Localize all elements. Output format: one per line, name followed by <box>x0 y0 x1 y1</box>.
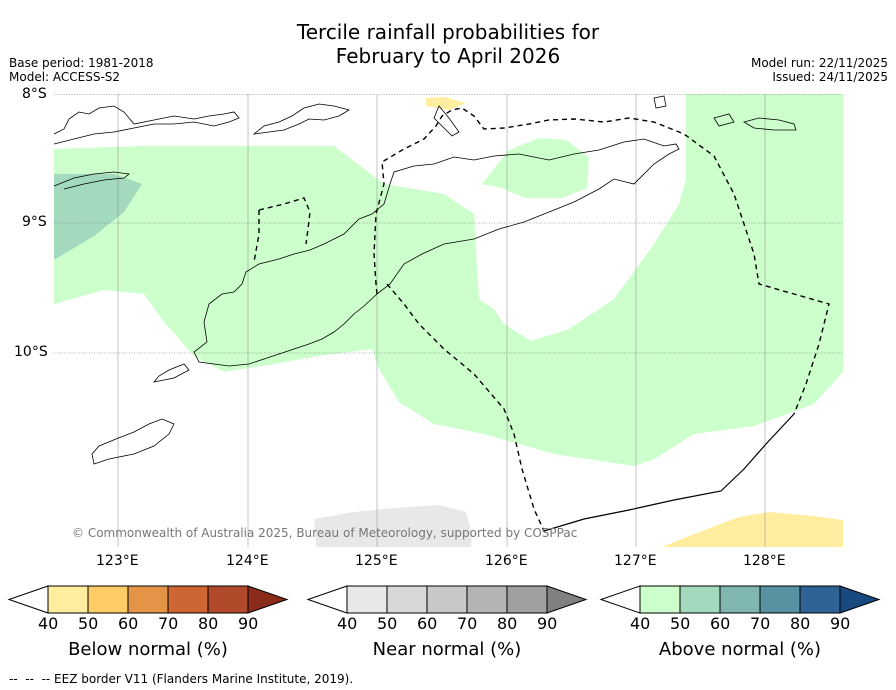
lon-label-124e: 124°E <box>226 553 269 569</box>
eez-border-oecusse <box>253 197 311 263</box>
below-tick-40: 40 <box>38 614 59 633</box>
above-swatch-50-60 <box>679 585 721 614</box>
above-normal-region-main <box>54 94 843 466</box>
near-swatch-60-70 <box>426 585 468 614</box>
coastline-alor <box>53 105 240 145</box>
below-tick-60: 60 <box>118 614 139 633</box>
above-swatch-lt40 <box>599 585 641 614</box>
colorbar-near-normal <box>306 585 588 614</box>
coastlines <box>53 95 797 465</box>
coastline-leti <box>653 95 667 109</box>
probability-map: © Commonwealth of Australia 2025, Bureau… <box>53 94 843 547</box>
lat-label-8s: 8°S <box>22 86 47 102</box>
model-run: Model run: 22/11/2025 <box>750 56 888 70</box>
below-tick-80: 80 <box>198 614 219 633</box>
base-period: Base period: 1981-2018 <box>9 56 154 70</box>
lon-label-125e: 125°E <box>355 553 398 569</box>
longitude-gridlines <box>117 94 766 547</box>
near-tick-50: 50 <box>377 614 398 633</box>
above-tick-80: 80 <box>790 614 811 633</box>
lon-label-128e: 128°E <box>743 553 786 569</box>
above-tick-90: 90 <box>830 614 851 633</box>
above-swatch-70-80 <box>759 585 801 614</box>
above-normal-region-north <box>482 138 589 198</box>
above-tick-70: 70 <box>750 614 771 633</box>
below-swatch-60-70 <box>127 585 169 614</box>
near-normal-region <box>314 505 472 547</box>
below-tick-90: 90 <box>238 614 259 633</box>
eez-legend-note: -- -- -- EEZ border V11 (Flanders Marine… <box>9 672 354 686</box>
title-line-2: February to April 2026 <box>335 44 561 68</box>
near-swatch-70-80 <box>466 585 508 614</box>
below-normal-region-south <box>662 512 843 547</box>
lon-label-123e: 123°E <box>96 553 139 569</box>
issued-date: Issued: 24/11/2025 <box>772 70 888 84</box>
below-swatch-50-60 <box>87 585 129 614</box>
above-swatch-gt90 <box>839 585 881 614</box>
near-swatch-40-50 <box>346 585 388 614</box>
above-normal-label: Above normal (%) <box>658 639 822 660</box>
below-swatch-lt40 <box>7 585 49 614</box>
above-tick-40: 40 <box>630 614 651 633</box>
above-tick-60: 60 <box>710 614 731 633</box>
copyright-notice: © Commonwealth of Australia 2025, Bureau… <box>72 526 578 540</box>
lat-label-9s: 9°S <box>22 214 47 230</box>
coastline-pantar <box>252 103 351 135</box>
latitude-gridlines <box>54 94 843 354</box>
eez-border-timor-south <box>386 283 545 532</box>
lon-label-127e: 127°E <box>614 553 657 569</box>
title-line-1: Tercile rainfall probabilities for <box>296 20 600 44</box>
above-normal-region-west <box>54 174 142 260</box>
continental-border <box>543 413 795 532</box>
colorbar-below-normal <box>7 585 289 614</box>
below-swatch-40-50 <box>47 585 89 614</box>
above-swatch-40-50 <box>639 585 681 614</box>
near-swatch-lt40 <box>306 585 348 614</box>
near-tick-60: 60 <box>417 614 438 633</box>
below-tick-70: 70 <box>158 614 179 633</box>
near-tick-40: 40 <box>337 614 358 633</box>
coastline-babar <box>713 113 797 131</box>
above-tick-50: 50 <box>670 614 691 633</box>
near-swatch-80-90 <box>506 585 548 614</box>
coastline-wetar <box>433 105 460 137</box>
colorbars: 40 50 60 70 80 90 40 50 60 70 80 90 40 5… <box>0 584 896 664</box>
model-info: Base period: 1981-2018 Model: ACCESS-S2 <box>9 56 154 84</box>
run-info: Model run: 22/11/2025 Issued: 24/11/2025 <box>751 56 888 84</box>
colorbar-above-normal <box>599 585 881 614</box>
below-normal-region-north <box>426 97 466 110</box>
chart-title: Tercile rainfall probabilities for Febru… <box>0 20 896 68</box>
below-swatch-70-80 <box>167 585 209 614</box>
near-normal-label: Near normal (%) <box>372 639 522 660</box>
near-tick-90: 90 <box>537 614 558 633</box>
coastline-savu <box>91 418 175 465</box>
near-tick-70: 70 <box>457 614 478 633</box>
coastline-flores-east <box>53 171 130 190</box>
above-swatch-80-90 <box>799 585 841 614</box>
above-swatch-60-70 <box>719 585 761 614</box>
lat-label-10s: 10°S <box>14 344 48 360</box>
below-tick-50: 50 <box>78 614 99 633</box>
near-swatch-gt90 <box>546 585 588 614</box>
below-normal-label: Below normal (%) <box>68 639 228 660</box>
near-tick-80: 80 <box>497 614 518 633</box>
border-solid-south <box>543 413 795 532</box>
eez-border-timor-north <box>373 107 830 415</box>
model-name: Model: ACCESS-S2 <box>9 70 121 84</box>
coastline-timor <box>193 138 680 367</box>
coastline-rote <box>152 363 190 383</box>
below-swatch-80-90 <box>207 585 249 614</box>
near-swatch-50-60 <box>386 585 428 614</box>
below-swatch-gt90 <box>247 585 289 614</box>
eez-borders <box>253 107 830 532</box>
lon-label-126e: 126°E <box>485 553 528 569</box>
